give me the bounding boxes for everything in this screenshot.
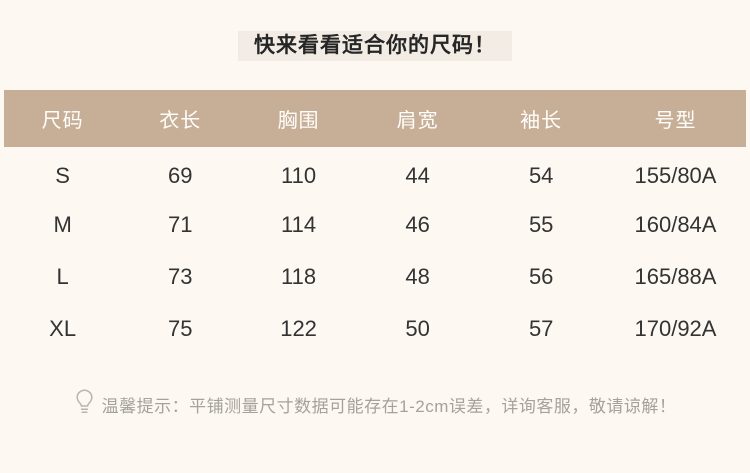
table-row: L 73 118 48 56 165/88A xyxy=(4,251,746,303)
table-cell: 57 xyxy=(528,316,554,341)
table-cell: 55 xyxy=(528,212,554,237)
table-cell: 165/88A xyxy=(634,264,717,289)
column-header: 肩宽 xyxy=(357,90,478,147)
column-header: 尺码 xyxy=(4,90,122,147)
column-header: 胸围 xyxy=(239,90,358,147)
table-cell: 110 xyxy=(281,163,317,188)
table-cell: 46 xyxy=(405,212,430,237)
table-cell: 56 xyxy=(528,264,554,289)
size-chart-header: 尺码 衣长 胸围 肩宽 袖长 号型 xyxy=(4,90,746,147)
table-cell: M xyxy=(53,212,72,237)
lightbulb-icon xyxy=(74,388,95,420)
size-chart-table: 尺码 衣长 胸围 肩宽 袖长 号型 S 69 110 44 54 155/80A M 71 114 46 55… xyxy=(4,90,746,355)
table-cell: 75 xyxy=(167,316,193,341)
page-title: 快来看看适合你的尺码！ xyxy=(238,31,512,61)
table-cell: 69 xyxy=(167,163,193,188)
header-row: 尺码 衣长 胸围 肩宽 袖长 号型 xyxy=(4,90,746,147)
size-table-body: S 69 110 44 54 155/80A M 71 114 46 55 160/84A L 73 118… xyxy=(4,147,746,355)
table-cell: 48 xyxy=(405,264,430,289)
table-cell: 170/92A xyxy=(634,316,717,341)
column-header: 号型 xyxy=(604,90,746,147)
table-cell: 114 xyxy=(281,212,317,237)
tip-note: 温馨提示：平铺测量尺寸数据可能存在1-2cm误差，详询客服，敬请谅解！ xyxy=(0,388,750,420)
table-cell: 122 xyxy=(280,316,317,341)
table-cell: 50 xyxy=(405,316,430,341)
table-row: S 69 110 44 54 155/80A xyxy=(4,147,746,199)
column-header: 袖长 xyxy=(477,90,605,147)
tip-note-text: 温馨提示：平铺测量尺寸数据可能存在1-2cm误差，详询客服，敬请谅解！ xyxy=(101,396,677,416)
table-cell: XL xyxy=(49,316,77,341)
table-cell: S xyxy=(55,163,70,188)
table-row: M 71 114 46 55 160/84A xyxy=(4,199,746,251)
table-cell: L xyxy=(56,264,69,289)
table-cell: 73 xyxy=(167,264,193,289)
table-row: XL 75 122 50 57 170/92A xyxy=(4,303,746,355)
table-cell: 54 xyxy=(528,163,554,188)
table-cell: 44 xyxy=(405,163,430,188)
column-header: 衣长 xyxy=(121,90,240,147)
table-cell: 71 xyxy=(167,212,193,237)
table-cell: 118 xyxy=(281,264,317,289)
title-bar: 快来看看适合你的尺码！ xyxy=(0,0,750,61)
table-cell: 155/80A xyxy=(634,163,717,188)
table-cell: 160/84A xyxy=(634,212,717,237)
